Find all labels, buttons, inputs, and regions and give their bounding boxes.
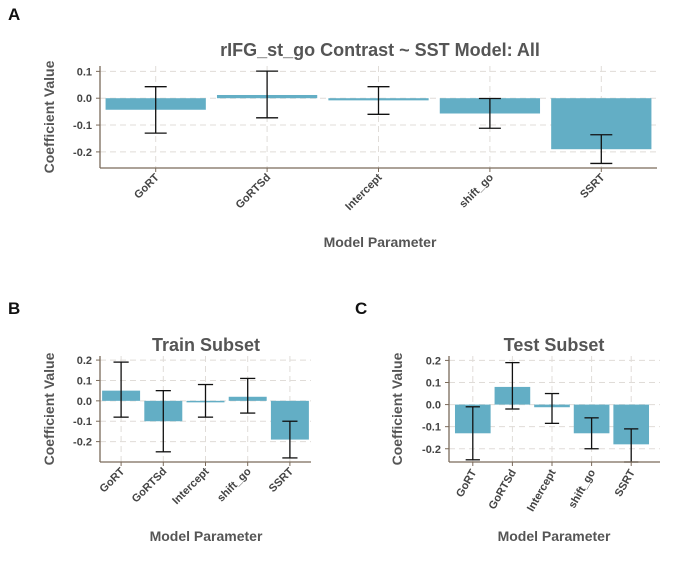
main-xtick-label-0: GoRT [132,171,162,201]
main-chart-title: rIFG_st_go Contrast ~ SST Model: All [220,40,540,60]
test-xtick-label-4: SSRT [613,467,638,499]
test-ytick-label-2: 0.0 [426,400,441,412]
test-xtick-label-2: Intercept [525,467,559,514]
train-ytick-label-3: 0.1 [77,375,92,387]
test-ytick-label-3: 0.1 [426,378,441,390]
main-xtick-label-1: GoRTSd [234,172,274,212]
train-ytick-label-0: -0.2 [73,437,92,449]
test-ytick-label-4: 0.2 [426,355,441,367]
main-y-axis-label: Coefficient Value [41,60,57,173]
test-xtick-label-0: GoRT [454,467,480,499]
test-errorbar-3 [584,417,599,450]
test-ytick-label-0: -0.2 [422,444,441,456]
test-chart: -0.2 -0.1 0.0 0.1 0.2 GoRT GoRTSd Intercept shif… [389,335,660,544]
test-errorbar-0 [465,406,480,461]
main-xtick-label-2: Intercept [343,171,385,213]
main-x-axis-label: Model Parameter [324,234,437,250]
train-errorbar-1 [155,390,171,453]
train-errorbar-4 [282,420,298,459]
train-ytick-label-2: 0.0 [77,396,92,408]
test-ytick-label-1: -0.1 [422,422,441,434]
train-ytick-label-4: 0.2 [77,355,92,367]
main-chart: -0.2 -0.1 0.0 0.1 GoRT GoRTSd Intercept shift_g… [41,40,657,250]
panel-letter-b: B [8,299,20,318]
main-errorbar-2 [367,86,390,115]
test-xtick-label-1: GoRTSd [487,468,519,512]
main-ytick-label-3: 0.1 [77,66,92,78]
train-y-axis-label: Coefficient Value [41,352,57,465]
main-ytick-label-0: -0.2 [73,147,92,159]
train-x-axis-label: Model Parameter [150,528,263,544]
main-errorbar-0 [144,86,167,134]
main-ytick-label-1: -0.1 [73,120,92,132]
test-y-axis-label: Coefficient Value [389,352,405,465]
test-xtick-label-3: shift_go [566,467,598,510]
train-xtick-label-4: SSRT [267,465,296,494]
train-xtick-label-0: GoRT [98,465,128,495]
train-chart: -0.2 -0.1 0.0 0.1 0.2 GoRT GoRTSd Intercept shif… [41,335,311,544]
train-chart-title: Train Subset [152,335,260,355]
main-errorbar-1 [256,70,279,119]
main-xtick-label-4: SSRT [578,171,607,200]
panel-letter-c: C [355,299,367,318]
main-ytick-label-2: 0.0 [77,93,92,105]
train-ytick-label-1: -0.1 [73,416,92,428]
train-errorbar-3 [240,377,256,414]
train-xtick-label-3: shift_go [215,465,254,504]
panel-letter-a: A [8,5,20,24]
main-xtick-label-3: shift_go [457,171,496,210]
test-x-axis-label: Model Parameter [498,528,611,544]
test-chart-title: Test Subset [504,335,605,355]
main-errorbar-3 [478,97,501,129]
train-xtick-label-2: Intercept [170,465,212,507]
train-xtick-label-1: GoRTSd [130,466,170,506]
train-errorbar-2 [197,383,214,418]
test-errorbar-2 [544,392,560,425]
test-errorbar-1 [505,361,520,410]
main-errorbar-4 [590,134,613,165]
train-errorbar-0 [113,361,129,418]
